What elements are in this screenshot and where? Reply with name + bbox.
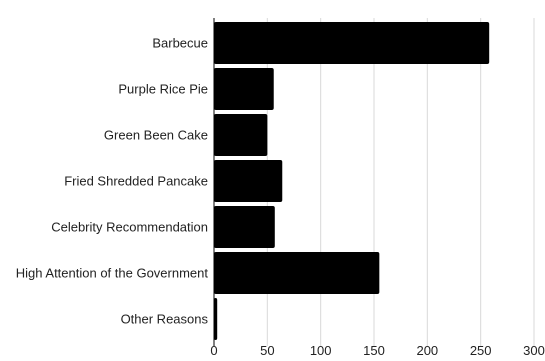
category-label-barbecue: Barbecue	[152, 36, 208, 51]
x-tick-label-50: 50	[260, 343, 274, 356]
x-tick-label-0: 0	[210, 343, 217, 356]
x-tick-label-200: 200	[416, 343, 438, 356]
bar-purple-rice-pie	[214, 68, 274, 110]
category-label-other-reasons: Other Reasons	[121, 312, 209, 327]
bar-green-been-cake	[214, 114, 268, 156]
bar-barbecue	[214, 22, 490, 64]
x-tick-label-layer: 0 50 100 150 200 250 300	[210, 343, 545, 358]
bar-other-reasons	[214, 298, 218, 340]
bar-layer	[214, 22, 490, 340]
category-label-high-attention-of-the-government: High Attention of the Government	[16, 266, 209, 281]
category-label-green-been-cake: Green Been Cake	[104, 128, 208, 143]
category-label-purple-rice-pie: Purple Rice Pie	[118, 82, 208, 97]
x-tick-label-250: 250	[470, 343, 492, 356]
bar-celebrity-recommendation	[214, 206, 275, 248]
category-label-layer: Barbecue Purple Rice Pie Green Been Cake Fr…	[16, 36, 209, 327]
category-label-celebrity-recommendation: Celebrity Recommendation	[51, 220, 208, 235]
x-tick-label-150: 150	[363, 343, 385, 356]
bar-high-attention-of-the-government	[214, 252, 380, 294]
x-tick-label-100: 100	[310, 343, 332, 356]
bar-fried-shredded-pancake	[214, 160, 283, 202]
x-tick-label-300: 300	[523, 343, 545, 356]
category-label-fried-shredded-pancake: Fried Shredded Pancake	[64, 174, 208, 189]
